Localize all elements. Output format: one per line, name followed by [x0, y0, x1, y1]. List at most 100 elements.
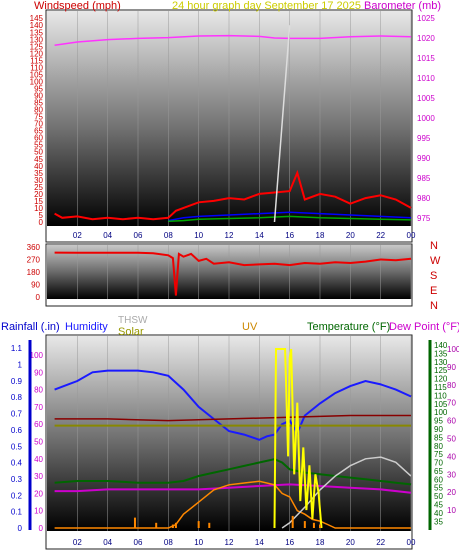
barometer-tick: 990: [417, 154, 431, 163]
barometer-tick: 985: [417, 174, 431, 183]
windspeed-tick: 140: [30, 21, 44, 30]
temperature-tick: 75: [434, 450, 443, 459]
panel1-x-tick: 04: [103, 231, 112, 240]
compass-label: N: [430, 240, 438, 252]
rainfall-tick: 0.7: [11, 410, 23, 419]
uv-tick: 70: [447, 399, 456, 408]
series-wind-gust: [54, 169, 412, 221]
windspeed-tick: 145: [30, 14, 44, 23]
compass-label: S: [430, 270, 437, 282]
series-thsw: [281, 456, 412, 529]
solar-bar: [174, 522, 177, 528]
windspeed-tick: 105: [30, 70, 44, 79]
panel1-series: [54, 25, 412, 223]
solar-bar: [303, 521, 306, 528]
direction-tick: 180: [27, 268, 41, 277]
barometer-tick: 1010: [417, 74, 435, 83]
panel3-x-tick: 06: [134, 538, 143, 547]
humidity-tick: 10: [34, 507, 43, 516]
rainfall-tick: 1.1: [11, 344, 23, 353]
barometer-tick: 1005: [417, 94, 435, 103]
rainfall-tick: 0: [18, 524, 23, 533]
windspeed-tick: 110: [30, 63, 43, 72]
series-wind-direction: [54, 251, 412, 296]
temperature-tick: 60: [434, 475, 443, 484]
panel1-x-tick: 06: [134, 231, 143, 240]
solar-bar: [171, 524, 174, 528]
temperature-axis-title: Temperature (°F): [307, 321, 390, 333]
humidity-tick: 100: [30, 351, 44, 360]
windspeed-tick: 55: [34, 141, 43, 150]
humidity-tick: 30: [34, 472, 43, 481]
panel3-x-tick: 12: [225, 538, 234, 547]
windspeed-tick: 10: [34, 204, 43, 213]
uv-tick: 100: [447, 345, 459, 354]
panel3-x-tick: 14: [255, 538, 264, 547]
windspeed-tick: 40: [34, 162, 43, 171]
uv-tick: 80: [447, 381, 456, 390]
series-thsw-spike: [273, 25, 291, 223]
series-barometer: [54, 34, 412, 46]
temperature-tick: 105: [434, 400, 448, 409]
windspeed-tick: 125: [30, 42, 44, 51]
direction-tick: 90: [31, 281, 40, 290]
temperature-tick: 125: [434, 366, 448, 375]
solar-bar: [197, 521, 200, 528]
panel1-x-tick: 22: [376, 231, 385, 240]
windspeed-tick: 65: [34, 127, 43, 136]
temperature-tick: 95: [434, 417, 443, 426]
series-solar: [54, 480, 411, 529]
uv-tick: 90: [447, 363, 456, 372]
panel1-x-tick: 08: [164, 231, 173, 240]
windspeed-tick: 30: [34, 176, 43, 185]
barometer-tick: 975: [417, 214, 431, 223]
temperature-tick: 135: [434, 349, 448, 358]
chart-title: 24 hour graph day September 17 2025: [172, 0, 361, 12]
humidity-tick: 0: [39, 524, 44, 533]
uv-tick: 50: [447, 434, 456, 443]
temperature-tick: 35: [434, 517, 443, 526]
windspeed-tick: 80: [34, 106, 43, 115]
barometer-tick: 1025: [417, 14, 435, 23]
windspeed-tick: 75: [34, 113, 43, 122]
temperature-tick: 45: [434, 501, 443, 510]
windspeed-tick: 35: [34, 169, 43, 178]
uv-tick: 30: [447, 470, 456, 479]
rainfall-tick: 0.1: [11, 508, 23, 517]
panel3-x-tick: 10: [194, 538, 203, 547]
uv-axis-ticks: 10 20 30 40 50 60 70 80 90 100: [447, 345, 459, 515]
panel3-x-tick: 04: [103, 538, 112, 547]
temperature-tick: 120: [434, 375, 448, 384]
windspeed-tick: 5: [39, 211, 44, 220]
temperature-tick: 130: [434, 358, 448, 367]
solar-bar: [291, 515, 294, 528]
windspeed-tick: 50: [34, 148, 43, 157]
humidity-tick: 40: [34, 455, 43, 464]
temperature-tick: 110: [434, 391, 447, 400]
solar-bar: [319, 524, 321, 528]
direction-tick: 0: [36, 293, 41, 302]
windspeed-tick: 70: [34, 120, 43, 129]
panel3-x-tick: 22: [376, 538, 385, 547]
panel1-x-tick: 02: [73, 231, 82, 240]
rainfall-tick: 1: [18, 361, 23, 370]
windspeed-tick: 100: [30, 77, 44, 86]
rainfall-tick: 0.2: [11, 491, 23, 500]
compass-label: E: [430, 285, 437, 297]
windspeed-tick: 60: [34, 134, 43, 143]
humidity-tick: 90: [34, 368, 43, 377]
rainfall-tick: 0.5: [11, 442, 23, 451]
windspeed-tick: 45: [34, 155, 43, 164]
uv-tick: 10: [447, 506, 456, 515]
panel3-x-tick-labels: 02 04 06 08 10 12 14 16 18 20 22 00: [73, 538, 416, 547]
panel1-x-tick: 20: [346, 231, 355, 240]
panel3-x-tick: 18: [316, 538, 325, 547]
windspeed-axis-title: Windspeed (mph): [34, 0, 121, 12]
rainfall-tick: 0.6: [11, 426, 23, 435]
dewpoint-axis-title: Dew Point (°F): [389, 321, 459, 333]
panel1-x-tick: 00: [407, 231, 416, 240]
barometer-tick: 995: [417, 134, 431, 143]
panel1-x-tick: 12: [225, 231, 234, 240]
